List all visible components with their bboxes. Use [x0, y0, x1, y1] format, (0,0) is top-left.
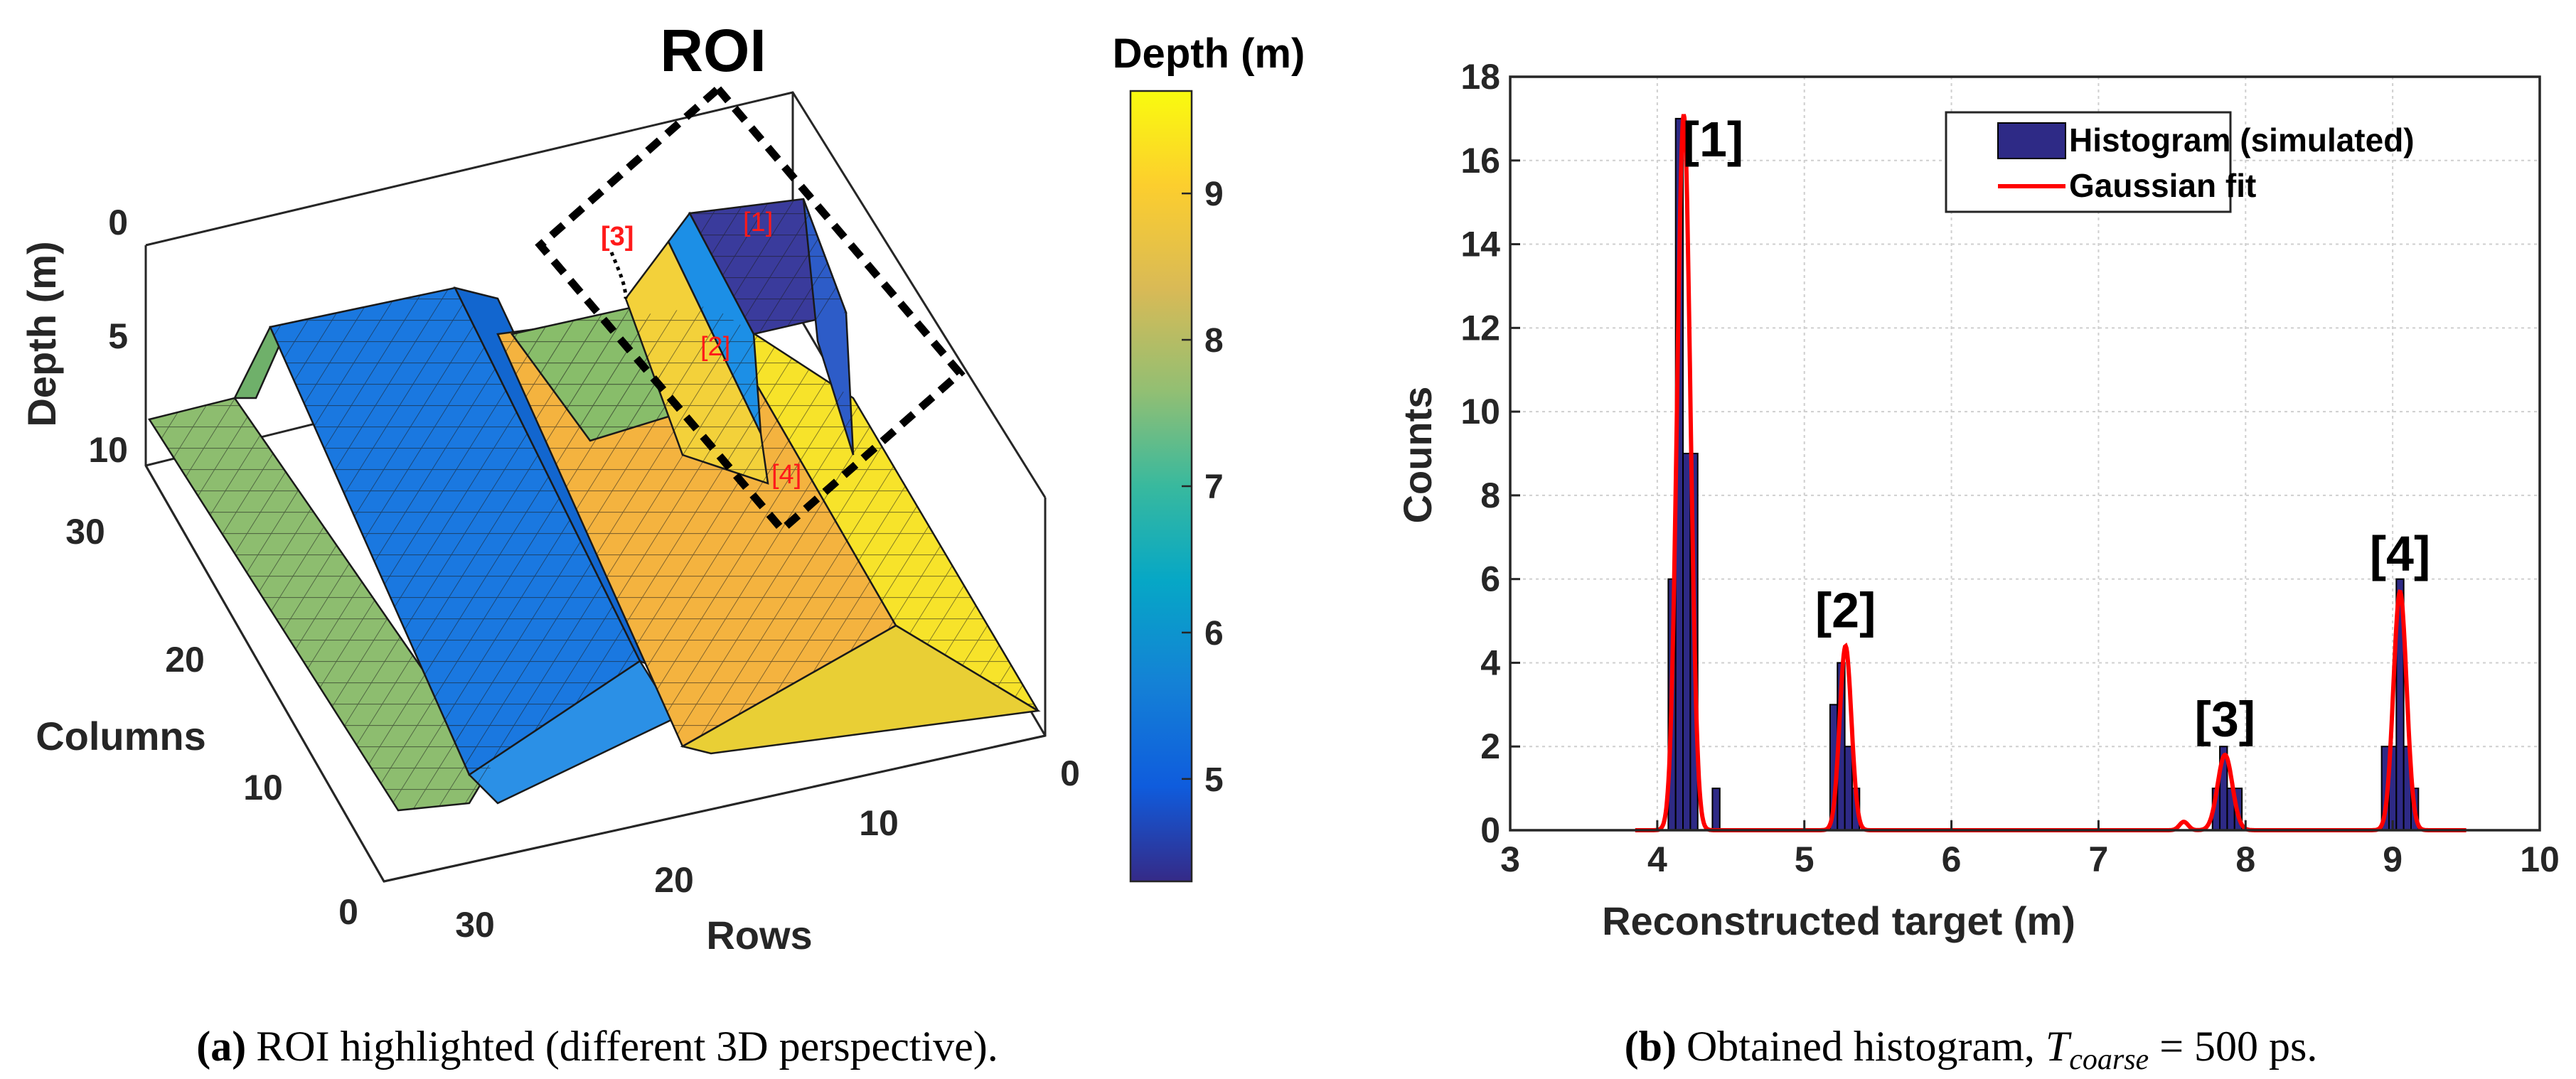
- row-tick-0: 0: [1060, 753, 1080, 793]
- caption-b-text: Obtained histogram,: [1687, 1023, 2046, 1070]
- peak-annotation: [3]: [2195, 692, 2256, 747]
- front-axes: [144, 465, 1046, 883]
- legend: Histogram (simulated) Gaussian fit: [1945, 111, 2415, 213]
- y-tick-label: 10: [1460, 392, 1500, 431]
- legend-swatch-histogram: [1997, 122, 2066, 159]
- col-tick-20: 20: [165, 640, 205, 680]
- z-axis-label: Depth (m): [19, 241, 64, 426]
- x-tick-label: 7: [2089, 839, 2109, 879]
- annotation-4: [4]: [771, 460, 801, 490]
- columns-axis-label: Columns: [36, 714, 206, 758]
- x-tick-label: 9: [2383, 839, 2403, 879]
- row-tick-10: 10: [859, 803, 899, 843]
- panel-b-histogram: 3 4 5 6 7 8 9 10 0 2 4 6 8 10 12 14 16 18 [1] [2] [3] [4] Re…: [1395, 57, 2560, 1076]
- histogram-annotations: [1] [2] [3] [4]: [1683, 112, 2431, 747]
- colorbar-label: Depth (m): [1113, 31, 1305, 77]
- y-tick-label: 2: [1480, 726, 1500, 766]
- y-tick-label: 6: [1480, 559, 1500, 599]
- col-tick-0: 0: [338, 892, 358, 932]
- caption-b-rest: = 500 ps.: [2149, 1023, 2317, 1070]
- histogram-bar: [1711, 788, 1721, 831]
- caption-b-symbol: T: [2046, 1023, 2072, 1070]
- row-tick-30: 30: [455, 905, 495, 945]
- x-tick-label: 10: [2520, 839, 2560, 879]
- roi-dashed-box: [535, 83, 966, 535]
- legend-label-gaussian: Gaussian fit: [2069, 167, 2256, 204]
- annotation-2: [2]: [700, 332, 730, 362]
- histogram-bar: [1844, 746, 1853, 831]
- panel-a-3d-surface: [1] [2] [3] [4] ROI Depth (m) Columns Ro…: [19, 17, 1305, 1070]
- histogram-bar: [1682, 453, 1691, 831]
- annotation-1: [1]: [743, 208, 773, 237]
- colorbar-gradient: [1129, 90, 1193, 883]
- y-tick-label: 8: [1480, 476, 1500, 515]
- peak-annotation: [1]: [1683, 112, 1744, 167]
- x-tick-label: 6: [1942, 839, 1962, 879]
- x-tick-label: 4: [1647, 839, 1667, 879]
- y-tick-label: 4: [1480, 643, 1500, 682]
- x-tick-label: 3: [1500, 839, 1520, 879]
- y-tick-label: 18: [1460, 57, 1500, 97]
- z-tick-10: 10: [88, 430, 128, 470]
- colorbar-tick-label: 9: [1204, 176, 1224, 213]
- colorbar-tick-label: 6: [1204, 615, 1224, 653]
- y-tick-label: 16: [1460, 141, 1500, 181]
- peak-annotation: [2]: [1815, 582, 1876, 638]
- colorbar-tick-label: 5: [1204, 761, 1224, 799]
- peak-annotation: [4]: [2370, 526, 2431, 581]
- y-tick-label: 0: [1480, 810, 1500, 850]
- plot-frame: [1509, 75, 2541, 832]
- panel-a-title: ROI: [660, 17, 766, 84]
- rows-axis-label: Rows: [706, 913, 812, 957]
- caption-a-prefix: (a): [196, 1023, 246, 1070]
- z-tick-0: 0: [108, 203, 128, 242]
- caption-b-subscript: coarse: [2069, 1043, 2149, 1076]
- col-tick-30: 30: [65, 512, 105, 552]
- annotation-3: [3]: [601, 222, 634, 252]
- col-tick-10: 10: [243, 768, 283, 807]
- row-tick-20: 20: [654, 860, 694, 900]
- colorbar-tick-label: 7: [1204, 468, 1224, 506]
- colorbar: Depth (m) 9 8 7 6 5: [1113, 31, 1305, 883]
- x-tick-label: 5: [1795, 839, 1815, 879]
- y-axis-label: Counts: [1395, 387, 1440, 524]
- histogram-ticks: 3 4 5 6 7 8 9 10 0 2 4 6 8 10 12 14 16 18: [1460, 57, 2559, 879]
- caption-b: (b) Obtained histogram, Tcoarse = 500 ps.: [1625, 1023, 2318, 1076]
- x-tick-label: 8: [2235, 839, 2255, 879]
- caption-b-prefix: (b): [1625, 1023, 1677, 1070]
- surface-mesh: [149, 199, 1038, 810]
- y-tick-label: 14: [1460, 225, 1500, 264]
- caption-a: (a) ROI highlighted (different 3D perspec…: [196, 1023, 998, 1070]
- legend-box: [1945, 111, 2232, 213]
- x-axis-label: Reconstructed target (m): [1602, 898, 2075, 943]
- caption-a-text: ROI highlighted (different 3D perspectiv…: [256, 1023, 998, 1070]
- legend-label-histogram: Histogram (simulated): [2069, 122, 2415, 159]
- z-tick-5: 5: [108, 316, 128, 356]
- colorbar-tick-label: 8: [1204, 322, 1224, 360]
- y-tick-label: 12: [1460, 308, 1500, 348]
- annotation-3-leader: [609, 252, 628, 299]
